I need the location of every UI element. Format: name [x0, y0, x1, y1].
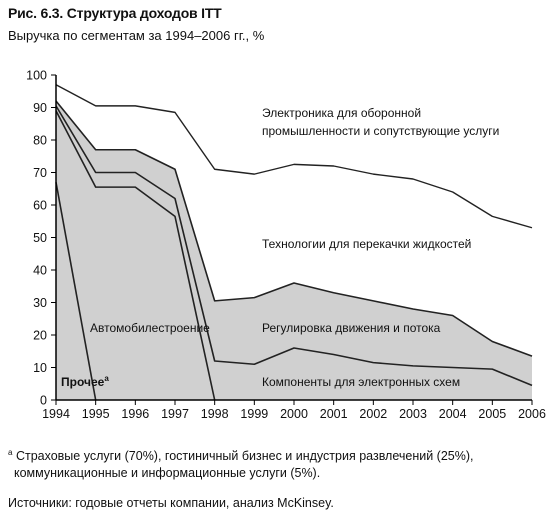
shaded-area: [56, 101, 532, 400]
x-tick-label-1996: 1996: [121, 407, 149, 421]
segment-label-other: Прочееа: [61, 374, 109, 389]
segment-label-defense-line-1: Электроника для оборонной: [262, 106, 421, 120]
x-tick-label-2000: 2000: [280, 407, 308, 421]
segment-label-fluid: Технологии для перекачки жидкостей: [262, 237, 471, 251]
source-note: Источники: годовые отчеты компании, анал…: [8, 496, 334, 510]
chart-tick-labels: 0 10 20 30 40 50 60 70 80 90 100 1994 1995 1996 1997 19…: [26, 69, 546, 422]
x-tick-label-2002: 2002: [359, 407, 387, 421]
segment-label-defense-line-2: промышленности и сопутствующие услуги: [262, 124, 499, 138]
x-tick-label-2001: 2001: [320, 407, 348, 421]
y-tick-label-60: 60: [33, 199, 47, 213]
boundary-line-fluid-top: [55, 84, 533, 229]
revenue-area-chart: 0 10 20 30 40 50 60 70 80 90 100 1994 1995 1996 1997 19…: [26, 69, 546, 422]
x-tick-label-1998: 1998: [201, 407, 229, 421]
x-tick-label-2006: 2006: [518, 407, 546, 421]
y-tick-label-20: 20: [33, 329, 47, 343]
y-tick-label-50: 50: [33, 231, 47, 245]
segment-label-components: Компоненты для электронных схем: [262, 375, 460, 389]
boundary-line-other-top: [55, 182, 97, 401]
segment-label-auto: Автомобилестроение: [90, 321, 210, 335]
segment-label-other-marker: а: [104, 374, 109, 383]
y-tick-label-40: 40: [33, 264, 47, 278]
segment-label-traffic: Регулировка движения и потока: [262, 321, 441, 335]
x-tick-label-1994: 1994: [42, 407, 70, 421]
boundary-line-auto-top: [55, 110, 216, 401]
y-tick-label-10: 10: [33, 361, 47, 375]
x-tick-label-2004: 2004: [439, 407, 467, 421]
x-tick-label-2003: 2003: [399, 407, 427, 421]
footnote-marker: a: [8, 448, 13, 457]
x-tick-label-1997: 1997: [161, 407, 189, 421]
boundary-line-traffic-top: [55, 100, 533, 357]
footnote-text-1: Страховые услуги (70%), гостиничный бизн…: [15, 449, 474, 464]
chart-boundary-lines: [55, 84, 533, 401]
y-tick-label-30: 30: [33, 296, 47, 310]
y-tick-label-70: 70: [33, 166, 47, 180]
footnote-line-2: коммуникационные и информационные услуги…: [14, 466, 321, 481]
figure-subtitle: Выручка по сегментам за 1994–2006 гг., %: [8, 28, 265, 43]
y-tick-label-80: 80: [33, 134, 47, 148]
x-tick-label-2005: 2005: [478, 407, 506, 421]
y-tick-label-0: 0: [40, 394, 47, 408]
chart-axes: [51, 74, 533, 405]
boundary-line-components-top: [55, 105, 533, 387]
chart-areas: [56, 101, 532, 400]
footnote: a Страховые услуги (70%), гостиничный би…: [8, 444, 474, 482]
chart-segment-labels: Электроника для оборонной промышленности …: [61, 106, 499, 389]
y-tick-label-100: 100: [26, 69, 47, 83]
y-tick-label-90: 90: [33, 101, 47, 115]
x-tick-label-1995: 1995: [82, 407, 110, 421]
figure-title: Рис. 6.3. Структура доходов ITT: [8, 5, 222, 21]
x-tick-label-1999: 1999: [240, 407, 268, 421]
footnote-line-1: a Страховые услуги (70%), гостиничный би…: [8, 444, 474, 465]
